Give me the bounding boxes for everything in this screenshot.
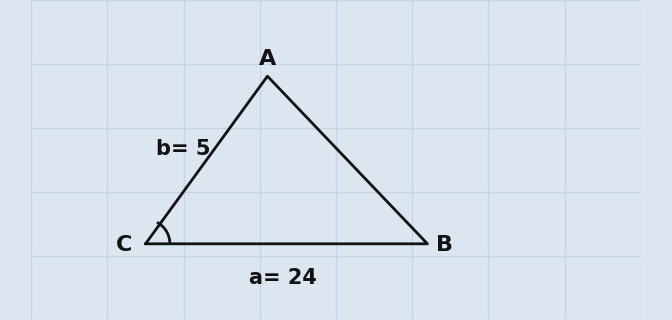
Text: a= 24: a= 24 xyxy=(249,268,317,288)
Text: B: B xyxy=(435,235,453,255)
Text: b= 5: b= 5 xyxy=(157,139,211,159)
Text: A: A xyxy=(259,49,276,69)
Text: C: C xyxy=(116,235,132,255)
